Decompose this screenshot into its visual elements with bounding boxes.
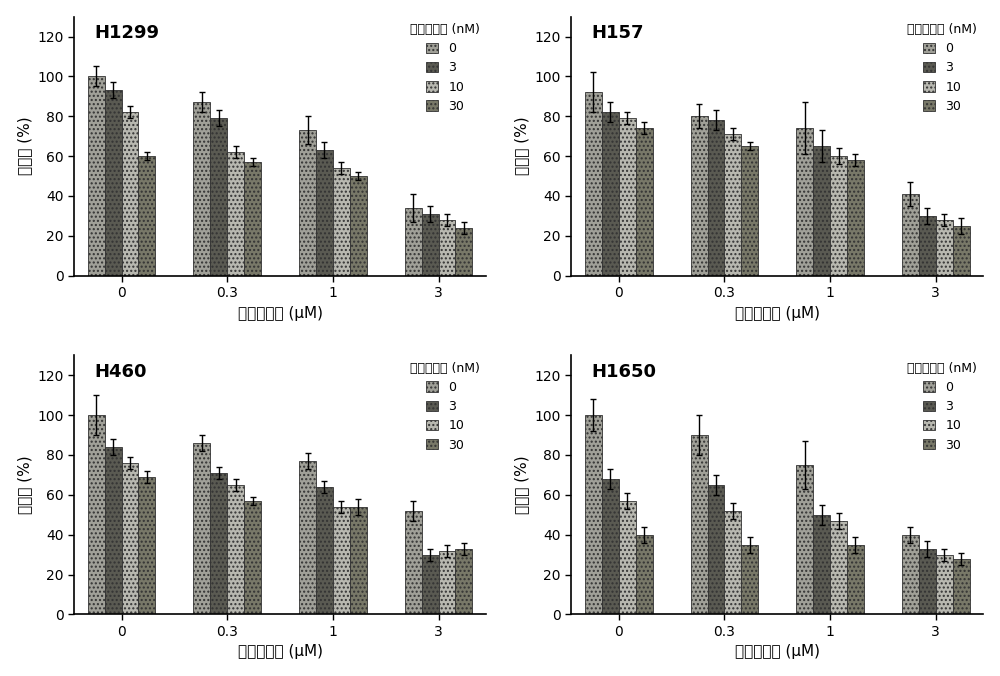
Bar bbox=[405, 511, 422, 614]
Bar bbox=[847, 545, 864, 614]
Bar bbox=[919, 549, 936, 614]
Bar bbox=[619, 501, 636, 614]
Legend: 0, 3, 10, 30: 0, 3, 10, 30 bbox=[907, 362, 977, 452]
Bar bbox=[602, 112, 619, 276]
Bar bbox=[227, 485, 244, 614]
Bar bbox=[333, 168, 350, 276]
Bar bbox=[210, 473, 227, 614]
Bar bbox=[724, 511, 741, 614]
X-axis label: 雷公藤红素 (μM): 雷公藤红素 (μM) bbox=[735, 644, 820, 659]
Bar bbox=[691, 435, 708, 614]
Bar bbox=[636, 128, 653, 276]
Bar bbox=[88, 415, 105, 614]
Bar bbox=[405, 208, 422, 276]
Bar bbox=[796, 465, 813, 614]
Bar bbox=[741, 545, 758, 614]
Bar bbox=[585, 93, 602, 276]
Bar bbox=[741, 146, 758, 276]
Bar bbox=[813, 514, 830, 614]
Bar bbox=[227, 152, 244, 276]
Bar bbox=[299, 130, 316, 276]
Bar bbox=[316, 487, 333, 614]
Bar bbox=[422, 554, 439, 614]
Bar bbox=[724, 135, 741, 276]
Bar bbox=[708, 485, 724, 614]
Bar bbox=[210, 118, 227, 276]
Bar bbox=[299, 461, 316, 614]
Bar bbox=[105, 447, 122, 614]
Bar bbox=[122, 463, 138, 614]
Bar bbox=[244, 162, 261, 276]
Bar bbox=[88, 76, 105, 276]
Bar bbox=[830, 521, 847, 614]
Bar bbox=[439, 220, 455, 276]
Bar bbox=[333, 507, 350, 614]
Bar bbox=[636, 535, 653, 614]
Text: H1299: H1299 bbox=[95, 24, 160, 43]
Bar bbox=[602, 479, 619, 614]
Bar bbox=[619, 118, 636, 276]
Text: H1650: H1650 bbox=[592, 363, 657, 381]
Bar bbox=[847, 160, 864, 276]
Bar bbox=[455, 549, 472, 614]
Bar bbox=[105, 91, 122, 276]
Y-axis label: 存活率 (%): 存活率 (%) bbox=[17, 117, 32, 176]
Bar bbox=[422, 214, 439, 276]
Bar bbox=[585, 415, 602, 614]
Bar bbox=[455, 228, 472, 276]
Bar bbox=[122, 112, 138, 276]
X-axis label: 雷公藤红素 (μM): 雷公藤红素 (μM) bbox=[735, 306, 820, 320]
Legend: 0, 3, 10, 30: 0, 3, 10, 30 bbox=[410, 362, 480, 452]
Bar bbox=[708, 120, 724, 276]
Bar bbox=[138, 477, 155, 614]
Bar bbox=[902, 535, 919, 614]
Bar bbox=[936, 220, 953, 276]
Y-axis label: 存活率 (%): 存活率 (%) bbox=[514, 117, 529, 176]
Bar bbox=[350, 507, 367, 614]
X-axis label: 雷公藤红素 (μM): 雷公藤红素 (μM) bbox=[238, 644, 323, 659]
Bar bbox=[936, 554, 953, 614]
Bar bbox=[350, 176, 367, 276]
Bar bbox=[244, 501, 261, 614]
Bar bbox=[691, 116, 708, 276]
Bar bbox=[813, 146, 830, 276]
Y-axis label: 存活率 (%): 存活率 (%) bbox=[17, 456, 32, 514]
Bar bbox=[439, 551, 455, 614]
Bar bbox=[953, 226, 970, 276]
Text: H157: H157 bbox=[592, 24, 644, 43]
Bar bbox=[316, 150, 333, 276]
Bar bbox=[953, 558, 970, 614]
Bar bbox=[830, 156, 847, 276]
Legend: 0, 3, 10, 30: 0, 3, 10, 30 bbox=[410, 23, 480, 113]
Bar bbox=[919, 216, 936, 276]
Bar bbox=[138, 156, 155, 276]
Bar bbox=[193, 102, 210, 276]
Text: H460: H460 bbox=[95, 363, 147, 381]
Y-axis label: 存活率 (%): 存活率 (%) bbox=[514, 456, 529, 514]
Bar bbox=[902, 194, 919, 276]
X-axis label: 雷公藤红素 (μM): 雷公藤红素 (μM) bbox=[238, 306, 323, 320]
Bar bbox=[796, 128, 813, 276]
Bar bbox=[193, 443, 210, 614]
Legend: 0, 3, 10, 30: 0, 3, 10, 30 bbox=[907, 23, 977, 113]
